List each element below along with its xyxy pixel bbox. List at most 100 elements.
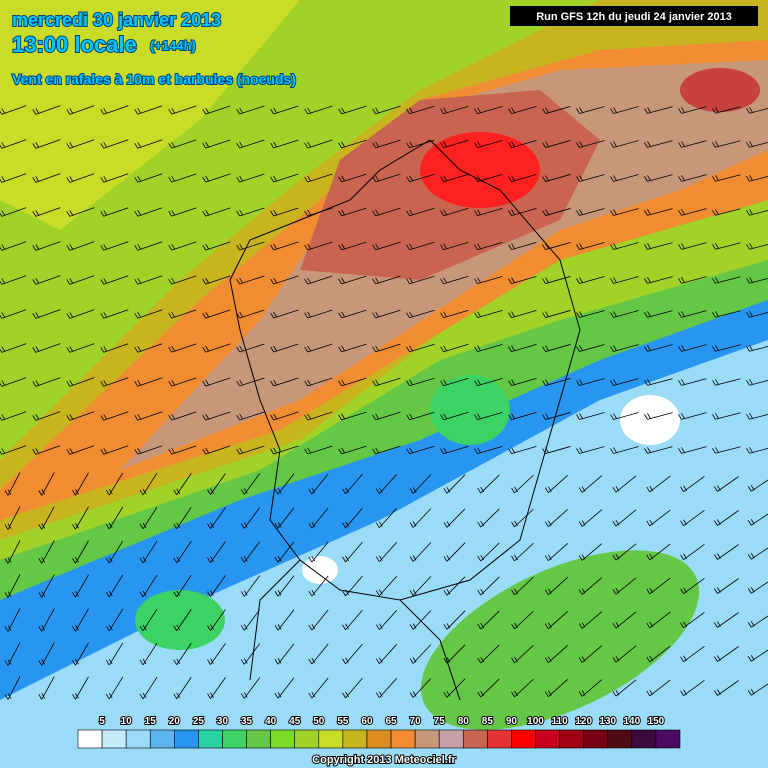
wind-barb bbox=[646, 679, 671, 697]
wind-barb bbox=[610, 310, 639, 318]
wind-barb bbox=[202, 275, 231, 285]
legend-swatch bbox=[535, 729, 560, 749]
wind-barb bbox=[406, 343, 435, 353]
wind-barb bbox=[644, 310, 673, 318]
legend-swatch bbox=[583, 729, 609, 749]
wind-barb bbox=[0, 309, 27, 319]
legend-swatch bbox=[198, 729, 223, 749]
wind-barb bbox=[105, 608, 124, 632]
wind-barb bbox=[100, 139, 129, 149]
wind-barb bbox=[0, 411, 27, 421]
wind-barb bbox=[477, 542, 500, 562]
wind-barb bbox=[440, 207, 469, 217]
wind-barb bbox=[542, 310, 571, 318]
wind-barb bbox=[240, 643, 261, 665]
wind-barb bbox=[578, 611, 603, 629]
wind-barb bbox=[508, 412, 537, 420]
wind-barb bbox=[612, 475, 637, 493]
wind-barb bbox=[542, 446, 571, 454]
wind-barb bbox=[66, 275, 95, 285]
wind-barb bbox=[173, 506, 192, 530]
wind-barb bbox=[304, 411, 333, 421]
wind-barb bbox=[72, 506, 89, 530]
wind-barb bbox=[508, 344, 537, 352]
wind-barb bbox=[714, 646, 739, 662]
wind-barb bbox=[443, 610, 466, 630]
wind-barb bbox=[508, 174, 537, 182]
wind-barb bbox=[477, 508, 500, 528]
wind-barb bbox=[308, 541, 329, 563]
wind-barb bbox=[646, 475, 671, 493]
wind-barb bbox=[578, 679, 603, 697]
wind-barb bbox=[274, 507, 295, 529]
wind-barb bbox=[576, 242, 605, 250]
wind-barb bbox=[508, 106, 537, 114]
wind-barb bbox=[680, 645, 705, 663]
legend-swatch bbox=[101, 729, 127, 749]
legend-label: 110 bbox=[552, 716, 569, 727]
wind-barb bbox=[712, 174, 741, 182]
wind-barb bbox=[338, 241, 367, 251]
wind-barb bbox=[168, 207, 197, 217]
wind-barb bbox=[173, 676, 192, 700]
wind-barb bbox=[375, 678, 397, 698]
wind-barb bbox=[712, 446, 741, 454]
legend-swatch bbox=[607, 729, 633, 749]
legend-label: 65 bbox=[385, 716, 397, 727]
wind-barb bbox=[440, 173, 469, 183]
wind-barb bbox=[544, 475, 568, 493]
wind-barb bbox=[134, 105, 163, 115]
wind-barb bbox=[678, 242, 707, 250]
wind-barb bbox=[746, 447, 768, 454]
wind-barb bbox=[202, 445, 231, 455]
wind-barb bbox=[134, 411, 163, 421]
legend-swatch bbox=[294, 729, 320, 749]
wind-barb bbox=[644, 208, 673, 216]
legend-swatch bbox=[125, 729, 151, 749]
wind-barb bbox=[270, 241, 299, 251]
wind-barb bbox=[746, 141, 768, 148]
wind-barb bbox=[134, 275, 163, 285]
wind-barb bbox=[139, 574, 158, 598]
wind-barb bbox=[678, 446, 707, 454]
wind-barb bbox=[680, 475, 705, 493]
wind-barb bbox=[38, 472, 55, 496]
wind-barb bbox=[72, 574, 89, 598]
wind-barb bbox=[236, 139, 265, 149]
wind-barb bbox=[100, 105, 129, 115]
wind-barb bbox=[105, 506, 124, 530]
wind-barb bbox=[714, 544, 739, 560]
wind-barb bbox=[375, 474, 397, 494]
wind-barb bbox=[610, 140, 639, 148]
wind-barb bbox=[678, 310, 707, 318]
legend-label: 5 bbox=[99, 716, 105, 727]
legend-swatch bbox=[631, 729, 657, 749]
wind-barb bbox=[32, 343, 61, 353]
legend-label: 45 bbox=[289, 716, 301, 727]
wind-barb bbox=[304, 207, 333, 217]
wind-barb bbox=[66, 173, 95, 183]
wind-barb bbox=[542, 242, 571, 250]
wind-barb bbox=[646, 611, 671, 629]
country-border bbox=[249, 559, 461, 701]
wind-barb bbox=[38, 574, 55, 598]
wind-barb bbox=[680, 611, 705, 629]
wind-barb bbox=[542, 378, 571, 386]
wind-barb bbox=[375, 542, 397, 562]
wind-barb bbox=[610, 276, 639, 284]
wind-barb bbox=[678, 174, 707, 182]
wind-barb bbox=[308, 643, 329, 665]
wind-barb bbox=[38, 642, 55, 666]
wind-barb bbox=[406, 411, 435, 421]
wind-barb bbox=[576, 140, 605, 148]
wind-barb bbox=[274, 677, 295, 699]
wind-barb bbox=[236, 343, 265, 353]
field-zone bbox=[0, 0, 300, 230]
wind-barb bbox=[542, 344, 571, 352]
wind-barb bbox=[100, 207, 129, 217]
legend-swatch bbox=[414, 729, 440, 749]
wind-barb bbox=[308, 677, 329, 699]
wind-barb bbox=[342, 609, 363, 631]
legend-label: 70 bbox=[410, 716, 422, 727]
